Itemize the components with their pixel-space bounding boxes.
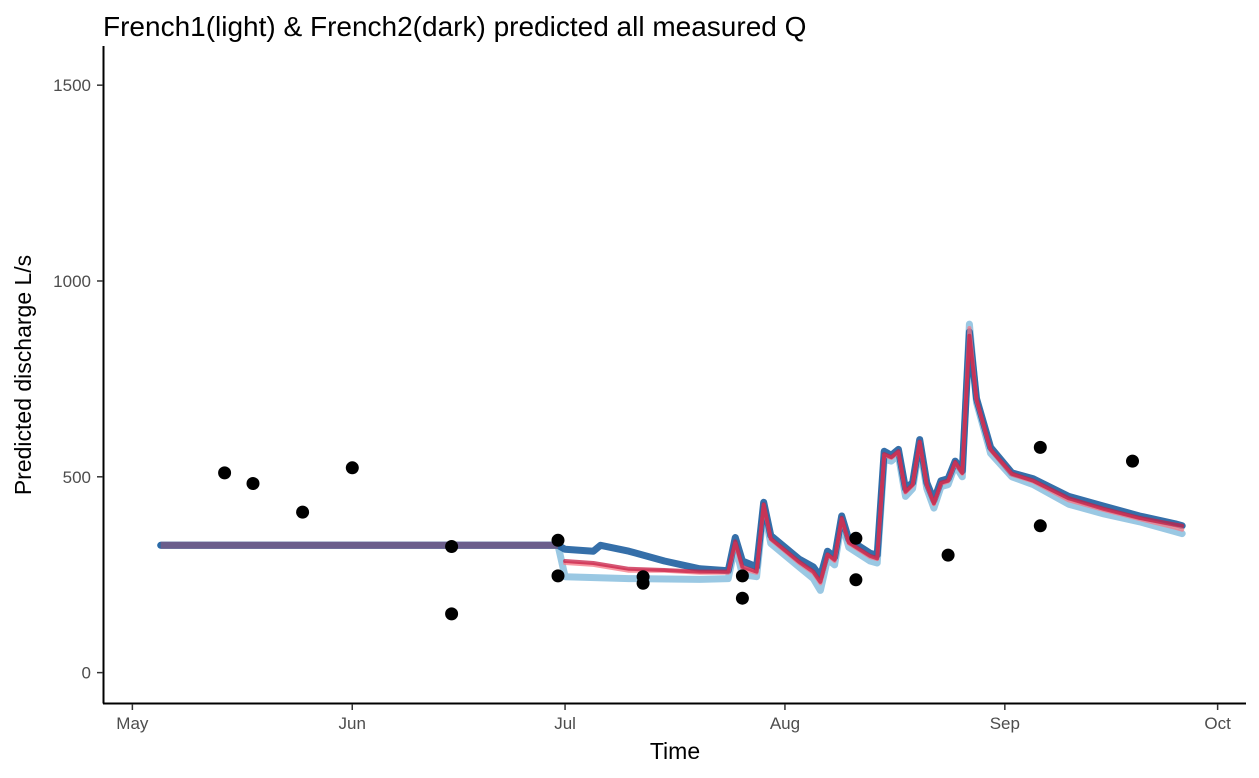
- measured-point: [1033, 519, 1047, 533]
- plot-area: [157, 320, 1186, 621]
- y-tick-label: 0: [82, 664, 91, 683]
- y-axis-title: Predicted discharge L/s: [10, 255, 36, 495]
- measured-point: [296, 505, 310, 519]
- y-tick-label: 500: [63, 468, 91, 487]
- measured-point: [445, 607, 459, 621]
- x-tick-label: May: [116, 714, 149, 733]
- measured-point: [735, 569, 749, 583]
- y-tick-label: 1500: [53, 76, 91, 95]
- measured-point: [849, 531, 863, 545]
- x-axis: May Jun Jul Aug Sep Oct: [116, 704, 1231, 733]
- x-tick-label: Jul: [554, 714, 576, 733]
- measured-point: [849, 573, 863, 587]
- y-axis: 0 500 1000 1500: [53, 76, 103, 683]
- measured-point: [551, 533, 565, 547]
- measured-point: [636, 576, 650, 590]
- measured-point: [345, 461, 359, 475]
- chart-title: French1(light) & French2(dark) predicted…: [103, 11, 806, 42]
- x-tick-label: Jun: [339, 714, 366, 733]
- measured-point: [246, 477, 260, 490]
- measured-point: [1126, 454, 1139, 468]
- measured-point: [735, 591, 749, 605]
- measured-point: [551, 569, 565, 583]
- series-line-1: [157, 320, 1186, 594]
- series-line-2: [157, 328, 1186, 581]
- x-tick-label: Oct: [1204, 714, 1231, 733]
- x-tick-label: Aug: [770, 714, 800, 733]
- x-axis-title: Time: [650, 738, 700, 764]
- measured-point: [218, 466, 232, 480]
- y-tick-label: 1000: [53, 272, 91, 291]
- series-line-3: [563, 326, 1185, 586]
- series-line-4: [563, 333, 1185, 584]
- measured-points: [218, 440, 1139, 621]
- series-layer: [157, 320, 1186, 594]
- measured-point: [941, 548, 955, 562]
- x-tick-label: Sep: [990, 714, 1020, 733]
- measured-point: [445, 540, 459, 553]
- measured-point: [1033, 440, 1047, 454]
